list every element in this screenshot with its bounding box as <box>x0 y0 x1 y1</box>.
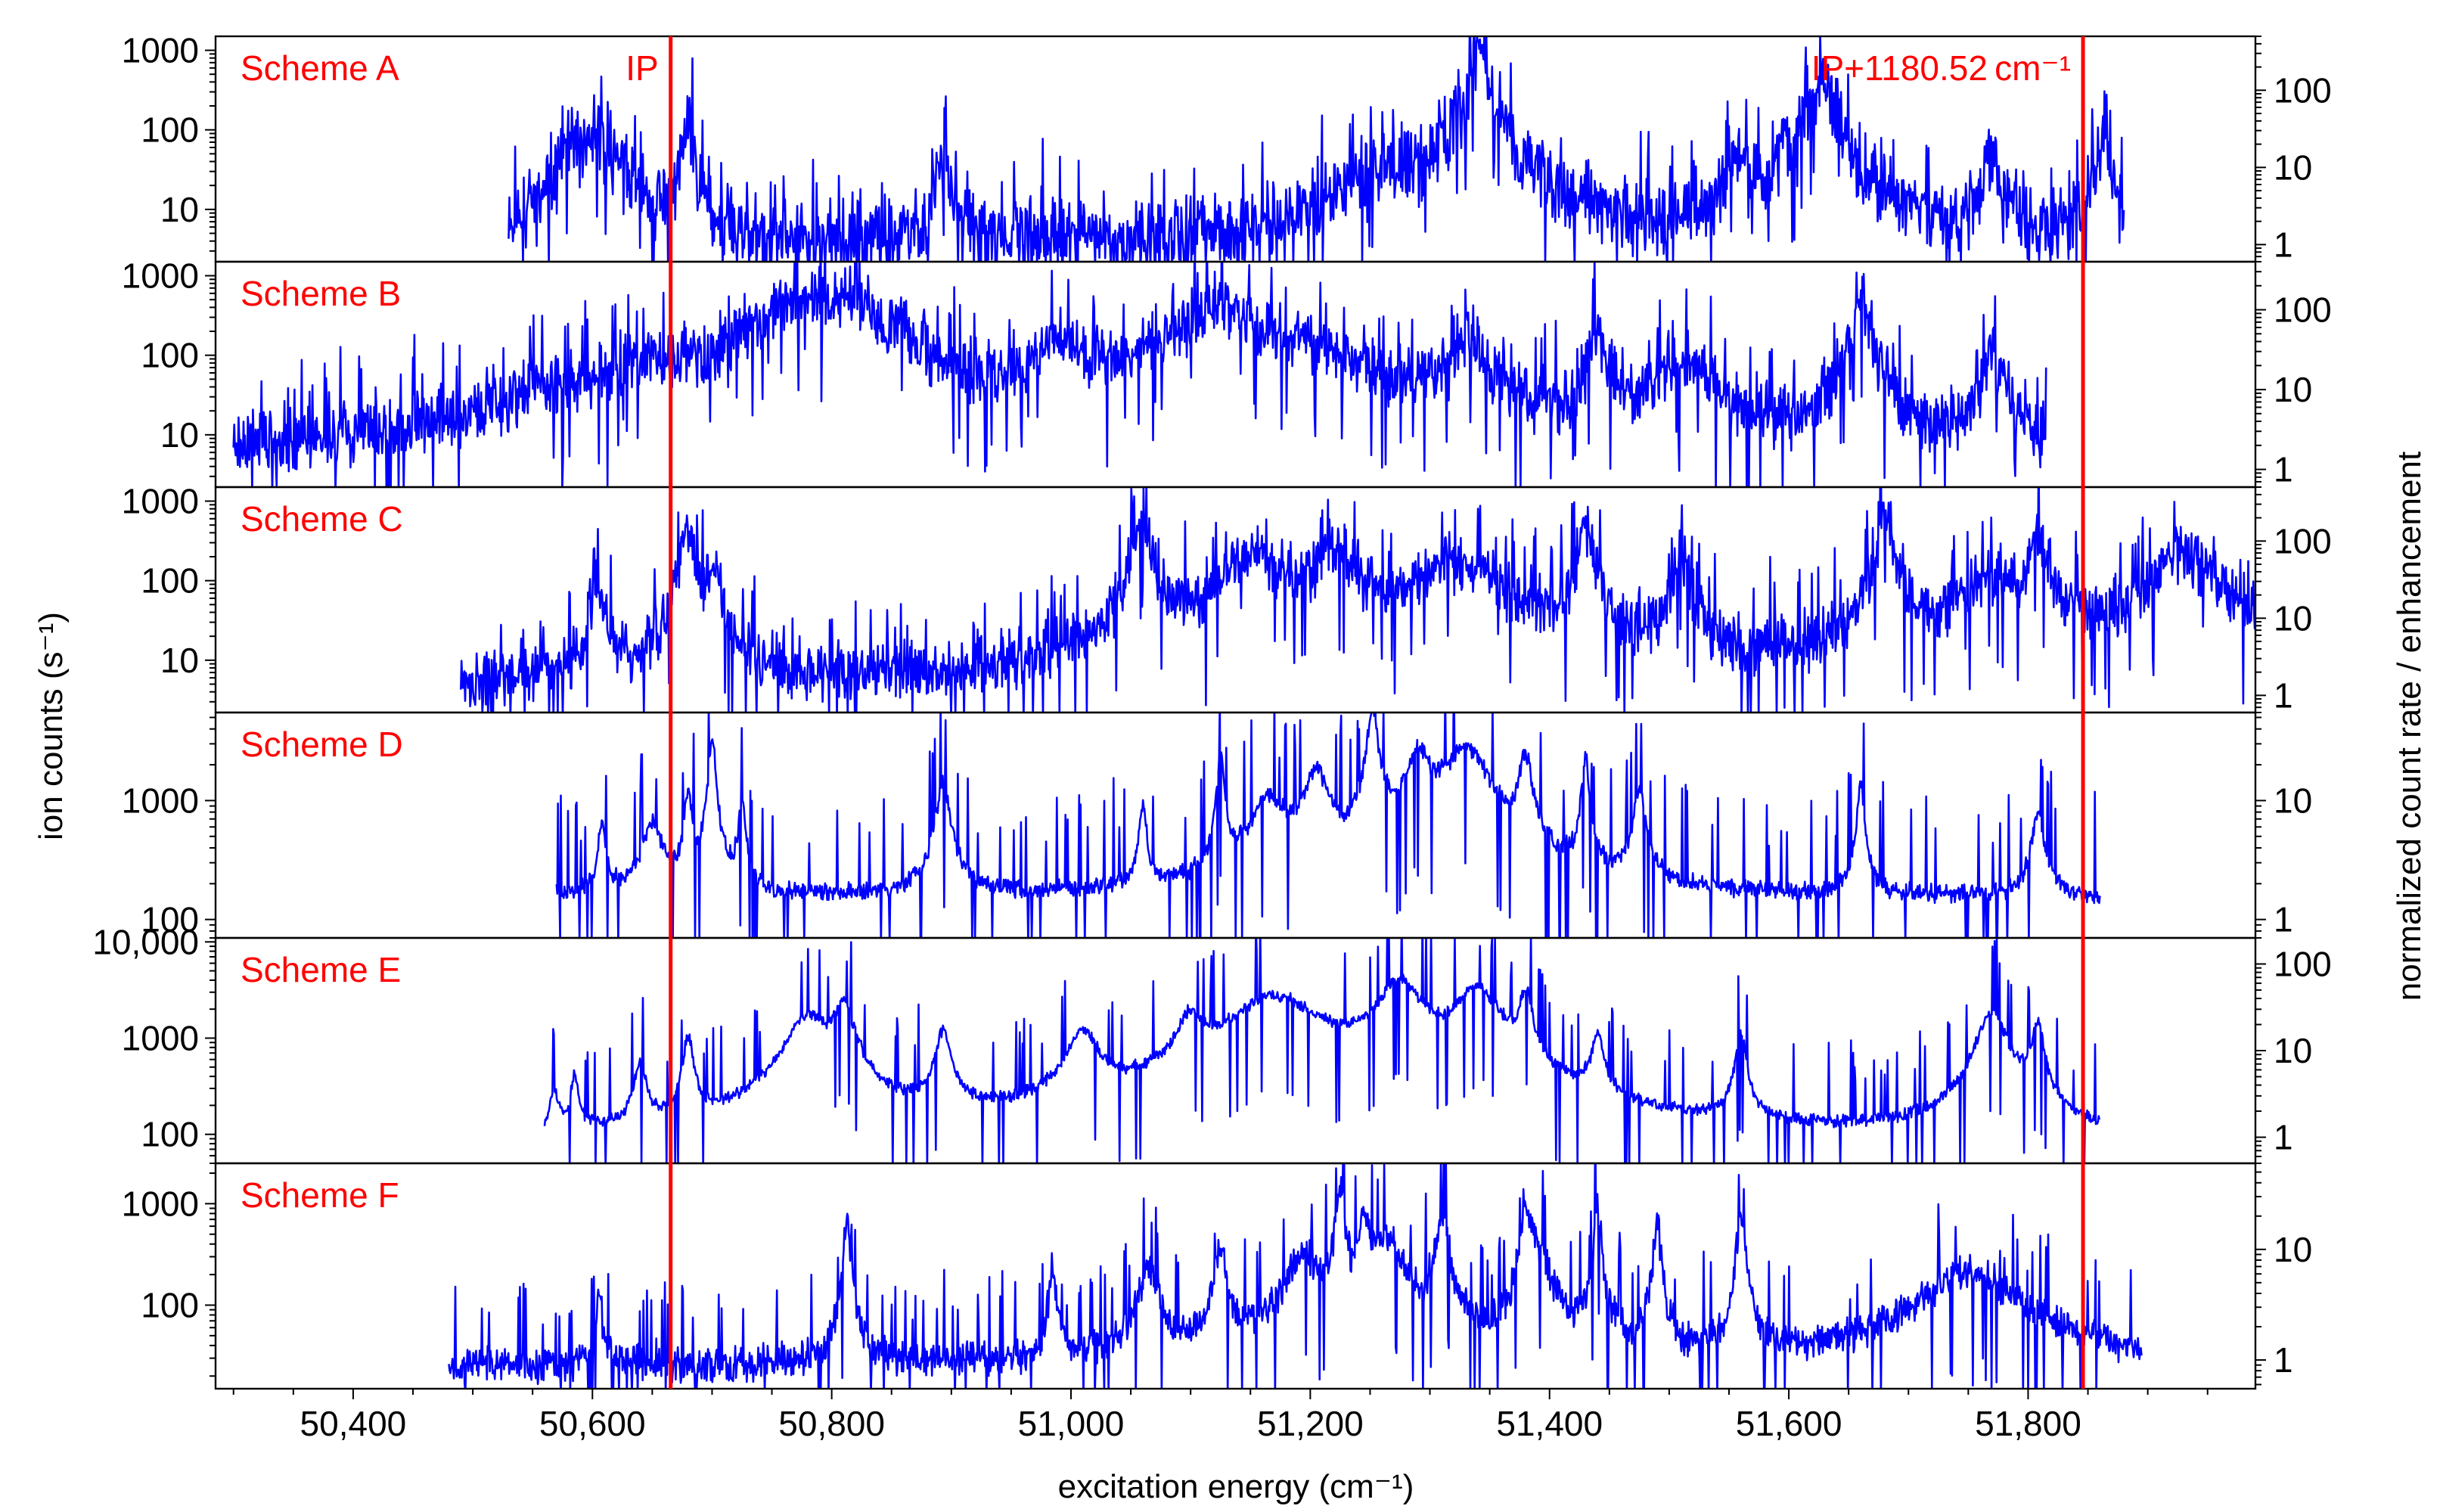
right-tick-label: 10 <box>2274 781 2312 820</box>
right-tick-label: 100 <box>2274 944 2332 983</box>
right-tick-label: 100 <box>2274 290 2332 330</box>
panel-scheme-f: Scheme F 100 1000 1 10 <box>122 1129 2313 1393</box>
scheme-label: Scheme B <box>241 274 401 313</box>
scheme-label: Scheme E <box>241 950 401 989</box>
x-tick-label: 51,800 <box>1975 1404 2081 1443</box>
x-tick-label: 51,600 <box>1736 1404 1842 1443</box>
right-tick-label: 1 <box>2274 450 2293 489</box>
panels: Scheme A 10 100 1000 1 10 100 Scheme B 10 100 1000… <box>92 6 2331 1392</box>
x-tick-label: 51,400 <box>1496 1404 1603 1443</box>
x-tick-label: 51,200 <box>1257 1404 1364 1443</box>
x-axis: 50,400 50,600 50,800 51,000 51,200 51,400 51,6… <box>234 1389 2208 1443</box>
spectrum-line-5 <box>545 914 2100 1167</box>
x-tick-label: 50,600 <box>539 1404 646 1443</box>
scheme-label: Scheme A <box>241 48 399 88</box>
panel-scheme-e: Scheme E 100 1000 10,000 1 10 100 <box>92 914 2331 1167</box>
left-tick-label: 10 <box>160 641 199 680</box>
x-tick-label: 51,000 <box>1018 1404 1125 1443</box>
left-tick-label: 10 <box>160 415 199 455</box>
x-tick-label: 50,400 <box>300 1404 407 1443</box>
left-tick-label: 100 <box>141 336 199 375</box>
right-tick-label: 1 <box>2274 1118 2293 1157</box>
x-tick-label: 50,800 <box>778 1404 885 1443</box>
x-axis-label: excitation energy (cm⁻¹) <box>1058 1468 1414 1505</box>
left-tick-label: 100 <box>141 561 199 601</box>
left-tick-label: 10 <box>160 190 199 229</box>
left-tick-label: 10,000 <box>92 922 199 961</box>
vline-label: IP+1180.52 cm⁻¹ <box>1811 48 2071 88</box>
left-tick-label: 1000 <box>122 781 199 820</box>
panel-scheme-c: Scheme C 10 100 1000 1 10 100 <box>122 430 2332 716</box>
left-tick-label: 100 <box>141 110 199 150</box>
panel-scheme-a: Scheme A 10 100 1000 1 10 100 <box>122 6 2332 265</box>
right-tick-label: 10 <box>2274 370 2312 409</box>
left-tick-label: 1000 <box>122 1184 199 1223</box>
scheme-label: Scheme F <box>241 1175 399 1215</box>
scheme-label: Scheme C <box>241 499 403 539</box>
vline-label: IP <box>625 48 658 88</box>
scheme-label: Scheme D <box>241 725 403 764</box>
left-tick-label: 100 <box>141 1285 199 1324</box>
right-tick-label: 1 <box>2274 225 2293 264</box>
right-tick-label: 100 <box>2274 521 2332 560</box>
left-tick-label: 1000 <box>122 1018 199 1057</box>
y-axis-label-left: ion counts (s⁻¹) <box>33 612 70 840</box>
right-tick-label: 10 <box>2274 147 2312 187</box>
left-tick-label: 1000 <box>122 31 199 70</box>
spectrum-line-6 <box>449 1129 2142 1393</box>
right-tick-label: 1 <box>2274 675 2293 715</box>
spectrum-line-2 <box>234 222 2047 491</box>
spectrum-line-3 <box>461 430 2255 716</box>
left-tick-label: 100 <box>141 1115 199 1154</box>
left-tick-label: 1000 <box>122 482 199 521</box>
y-axis-label-right: normalized count rate / enhancement <box>2391 452 2428 1001</box>
right-tick-label: 10 <box>2274 598 2312 638</box>
spectrum-line-1 <box>509 6 2125 265</box>
right-tick-label: 1 <box>2274 900 2293 939</box>
panel-scheme-b: Scheme B 10 100 1000 1 10 100 <box>122 222 2332 491</box>
right-tick-label: 1 <box>2274 1340 2293 1380</box>
right-tick-label: 10 <box>2274 1230 2312 1269</box>
right-tick-label: 10 <box>2274 1031 2312 1070</box>
left-tick-label: 1000 <box>122 256 199 296</box>
figure: Scheme A 10 100 1000 1 10 100 Scheme B 10 100 1000… <box>0 0 2443 1512</box>
right-tick-label: 100 <box>2274 70 2332 110</box>
